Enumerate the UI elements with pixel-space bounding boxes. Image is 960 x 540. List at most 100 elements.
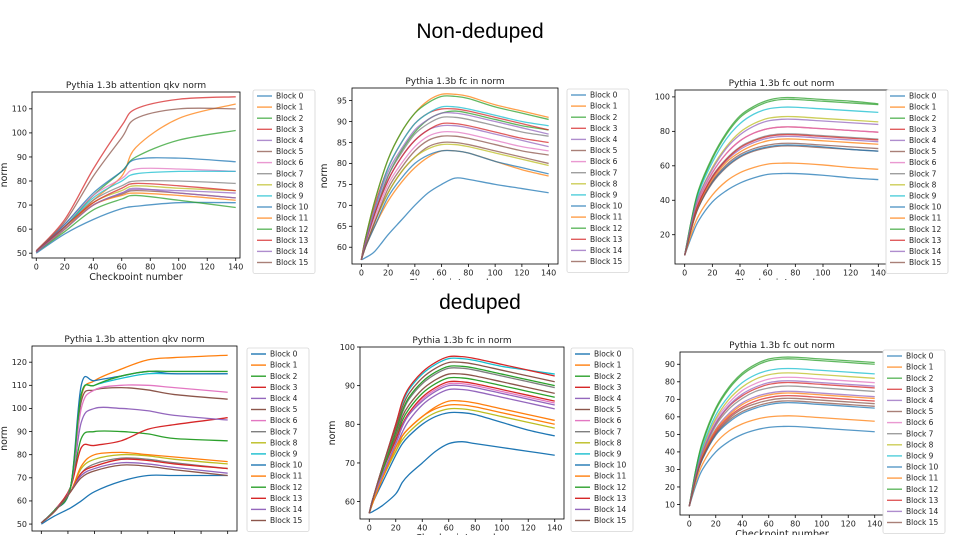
legend-label: Block 9 <box>906 452 934 461</box>
legend-label: Block 7 <box>590 168 618 177</box>
series-group <box>40 354 228 525</box>
legend-label: Block 11 <box>590 213 622 222</box>
y-tick-label: 80 <box>17 177 27 186</box>
series-line-block-9 <box>684 106 879 256</box>
y-tick-label: 60 <box>17 497 27 506</box>
legend-label: Block 10 <box>594 461 626 470</box>
x-tick-label: 140 <box>871 269 886 278</box>
x-tick-label: 140 <box>228 263 243 272</box>
legend-box <box>246 347 310 533</box>
legend-label: Block 1 <box>270 361 298 370</box>
legend-label: Block 3 <box>276 125 304 134</box>
legend-label: Block 8 <box>594 438 622 447</box>
legend-label: Block 9 <box>594 450 622 459</box>
series-line-block-10 <box>360 149 549 261</box>
legend-label: Block 10 <box>270 461 302 470</box>
legend-label: Block 4 <box>909 136 937 145</box>
x-tick-label: 120 <box>521 524 536 533</box>
legend-label: Block 3 <box>270 383 298 392</box>
y-tick-label: 100 <box>655 93 670 102</box>
y-axis-label: norm <box>0 163 10 188</box>
x-axis-label: Checkpoint number <box>89 272 183 280</box>
x-tick-label: 0 <box>359 269 364 278</box>
y-tick-label: 75 <box>337 180 347 189</box>
legend-label: Block 4 <box>270 394 298 403</box>
legend-label: Block 2 <box>906 374 934 383</box>
series-line-block-12 <box>35 194 236 253</box>
series-line-block-14 <box>360 111 549 260</box>
x-tick-label: 20 <box>383 269 393 278</box>
legend-label: Block 15 <box>276 258 308 267</box>
x-tick-label: 60 <box>444 524 454 533</box>
legend-label: Block 10 <box>276 203 308 212</box>
legend-box <box>882 349 946 535</box>
series-line-block-15 <box>688 397 875 507</box>
y-tick-label: 70 <box>665 395 675 404</box>
legend-label: Block 4 <box>590 135 618 144</box>
x-tick-label: 0 <box>367 524 372 533</box>
y-tick-label: 90 <box>17 427 27 436</box>
y-axis-label: norm <box>0 426 10 451</box>
series-line-block-5 <box>360 141 549 261</box>
series-line-block-15 <box>40 464 228 524</box>
legend-label: Block 1 <box>276 103 304 112</box>
series-group <box>35 96 236 254</box>
legend-box <box>570 347 634 533</box>
series-line-block-15 <box>35 107 236 252</box>
x-tick-label: 100 <box>494 524 509 533</box>
legend-label: Block 9 <box>590 191 618 200</box>
legend-label: Block 14 <box>590 246 622 255</box>
series-line-block-9 <box>688 367 875 507</box>
series-line-block-1 <box>684 162 879 256</box>
y-tick-label: 70 <box>17 201 27 210</box>
y-tick-label: 70 <box>337 201 347 210</box>
y-tick-label: 100 <box>12 129 27 138</box>
legend-label: Block 6 <box>909 158 937 167</box>
legend-label: Block 14 <box>906 507 938 516</box>
section-title-non-deduped: Non-deduped <box>416 20 544 43</box>
series-line-block-0 <box>35 201 236 254</box>
y-tick-label: 60 <box>665 413 675 422</box>
legend-label: Block 2 <box>909 114 937 123</box>
legend-label: Block 8 <box>590 179 618 188</box>
series-line-block-0 <box>688 425 875 507</box>
chart-title: Pythia 1.3b attention qkv norm <box>66 81 206 91</box>
y-tick-label: 50 <box>17 520 27 529</box>
y-axis-label: norm <box>327 421 338 446</box>
series-line-block-14 <box>688 380 875 507</box>
legend-label: Block 2 <box>594 372 622 381</box>
y-tick-label: 70 <box>17 474 27 483</box>
x-axis-label: Checkpoint number <box>415 533 509 535</box>
series-line-block-12 <box>360 95 549 260</box>
legend-label: Block 6 <box>276 158 304 167</box>
legend-label: Block 15 <box>909 258 941 267</box>
y-tick-label: 120 <box>12 358 27 367</box>
plot-frame <box>31 91 241 259</box>
legend-label: Block 3 <box>906 385 934 394</box>
x-tick-label: 20 <box>391 524 401 533</box>
y-tick-label: 80 <box>337 159 347 168</box>
legend-label: Block 2 <box>270 372 298 381</box>
series-line-block-13 <box>684 133 879 256</box>
x-tick-label: 120 <box>200 263 215 272</box>
x-tick-label: 140 <box>541 269 556 278</box>
legend-label: Block 14 <box>594 505 626 514</box>
series-line-block-14 <box>368 384 555 514</box>
legend-label: Block 12 <box>276 225 308 234</box>
y-tick-label: 90 <box>665 360 675 369</box>
x-tick-label: 140 <box>547 524 562 533</box>
y-axis-label: norm <box>320 164 330 189</box>
legend-label: Block 10 <box>590 202 622 211</box>
y-tick-label: 50 <box>17 249 27 258</box>
legend-label: Block 13 <box>906 496 938 505</box>
y-tick-label: 40 <box>660 196 670 205</box>
legend-label: Block 14 <box>276 247 308 256</box>
legend-label: Block 1 <box>909 103 937 112</box>
chart-dedup-fc-in: Pythia 1.3b fc in norm 0 20 40 60 80 100 120 140… <box>327 336 634 535</box>
series-line-block-11 <box>688 392 875 507</box>
series-line-block-5 <box>35 189 236 253</box>
legend-label: Block 11 <box>270 472 302 481</box>
series-line-block-0 <box>40 474 228 525</box>
section-title-deduped: deduped <box>439 291 521 314</box>
legend-label: Block 0 <box>906 352 934 361</box>
